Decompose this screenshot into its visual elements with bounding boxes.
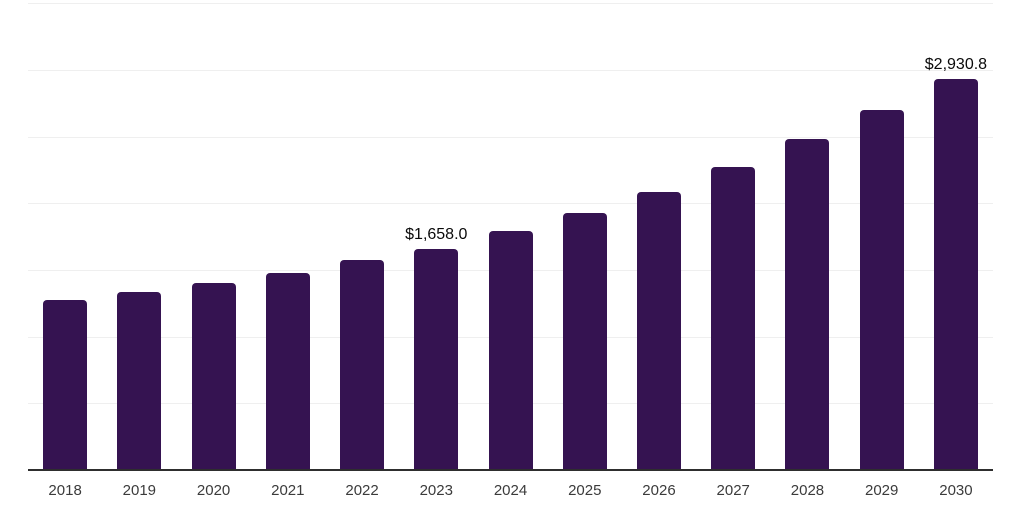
bar-column-2024 [473,0,547,470]
bar-column-2018 [28,0,102,470]
bar-column-2019 [102,0,176,470]
bar-column-2030: $2,930.8 [919,0,993,470]
plot-area: $1,658.0 $2,930.8 [28,0,993,471]
bar-2024 [488,230,533,470]
bar-column-2025 [548,0,622,470]
x-tick-label-2019: 2019 [122,482,157,499]
bar-column-2027 [696,0,770,470]
bar-2026 [636,191,681,470]
bar-2022 [340,260,385,470]
bar-2023 [414,248,459,470]
bar-2025 [562,212,607,470]
x-tick-label-2027: 2027 [716,482,750,499]
bar-2021 [265,272,310,470]
bar-2018 [43,300,88,470]
x-tick-label-2018: 2018 [48,482,82,499]
x-axis-line [28,469,993,471]
bar-column-2023: $1,658.0 [399,0,473,470]
x-tick-label-2028: 2028 [790,482,825,499]
bar-column-2022 [325,0,399,470]
bar-2030 [933,79,978,470]
x-tick-label-2024: 2024 [493,482,528,499]
x-tick-label-2029: 2029 [865,482,899,499]
bar-2020 [191,283,236,470]
bar-column-2020 [176,0,250,470]
x-tick-label-2025: 2025 [568,482,602,499]
gridline-3500 [28,3,993,5]
x-tick-label-2022: 2022 [345,482,379,499]
bar-2028 [785,139,830,470]
bar-series: $1,658.0 $2,930.8 [28,0,993,470]
x-tick-label-2020: 2020 [196,482,231,499]
bar-2019 [117,292,162,470]
x-axis-labels: 2018 2019 2020 2021 2022 2023 2024 2025 2026 2027… [28,481,993,501]
gridline-2500 [28,136,993,138]
value-label-2023: $1,658.0 [405,225,468,243]
x-tick-label-2030: 2030 [939,482,973,499]
value-label-2030: $2,930.8 [924,56,988,74]
x-tick-label-2021: 2021 [271,482,305,499]
bar-column-2029 [845,0,919,470]
bar-column-2026 [622,0,696,470]
x-tick-label-2023: 2023 [419,482,453,499]
bar-column-2021 [251,0,325,470]
bar-2027 [711,166,756,470]
gridline-2000 [28,203,993,205]
bar-column-2028 [770,0,844,470]
bar-2029 [859,110,904,470]
x-tick-label-2026: 2026 [642,482,676,499]
gridline-3000 [28,70,993,71]
